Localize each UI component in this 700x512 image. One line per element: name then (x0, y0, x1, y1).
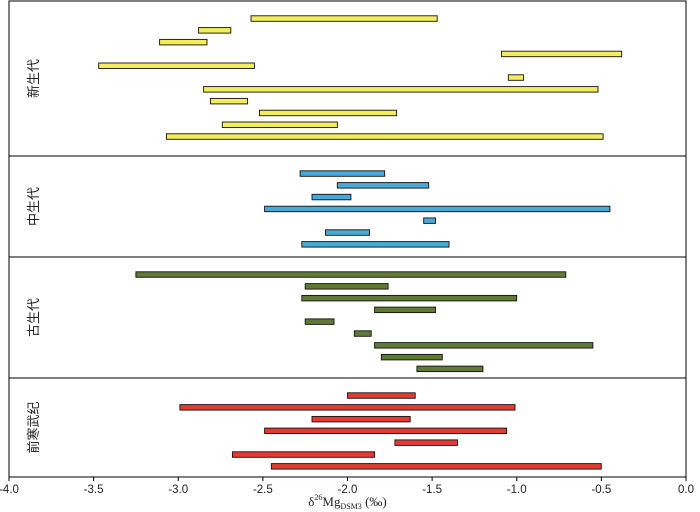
range-bar (325, 229, 370, 236)
era-label: 新生代 (26, 59, 42, 98)
x-tick-label: -4.0 (0, 484, 19, 496)
x-axis-title-delta: δ (308, 494, 314, 509)
range-bar (198, 27, 232, 34)
x-axis-title-main: Mg (322, 494, 341, 509)
x-axis-title-sup: 26 (314, 493, 322, 502)
range-bar (203, 86, 599, 93)
x-tick-label: -3.5 (84, 484, 104, 496)
range-bar (264, 427, 508, 435)
x-tick-label: -0.5 (591, 484, 611, 496)
era-label: 古生代 (27, 298, 42, 337)
x-tick-label: -1.0 (507, 484, 527, 496)
range-bar (221, 121, 338, 128)
range-bar (135, 271, 567, 278)
range-bar (165, 133, 604, 140)
range-bar (304, 318, 335, 325)
x-tick-label: -2.0 (338, 484, 358, 496)
range-bar (374, 342, 594, 349)
range-bar (159, 38, 208, 46)
range-bar (209, 97, 249, 105)
x-axis-title-unit: (‰) (362, 494, 387, 509)
bars-layer (98, 15, 623, 470)
range-bar (311, 193, 352, 201)
range-bar (394, 439, 458, 446)
range-bar (301, 241, 450, 248)
range-bar (416, 365, 484, 373)
x-axis-title-sub: DSM3 (340, 502, 361, 511)
range-bar (98, 62, 255, 69)
range-bar (353, 330, 372, 337)
x-tick-label: 0.0 (678, 484, 694, 496)
range-bar (380, 353, 443, 361)
x-tick-label: -3.0 (168, 484, 188, 496)
range-bar (264, 205, 611, 213)
range-bar (501, 50, 623, 58)
range-bar (304, 283, 389, 290)
range-bar (423, 217, 436, 224)
era-label: 中生代 (27, 187, 42, 226)
range-bar (301, 294, 518, 302)
x-tick-label: -2.5 (253, 484, 273, 496)
range-bar (507, 74, 524, 81)
range-bar (179, 404, 516, 411)
range-bar (374, 306, 436, 314)
range-bar (270, 463, 602, 470)
range-bar (311, 415, 411, 423)
range-bar (259, 109, 398, 117)
range-bar (347, 392, 416, 399)
range-bar (336, 182, 430, 189)
x-axis: -4.0 -3.5 -3.0 -2.5 -2.0 -1.5 -1.0 -0.5 0.0 (0, 477, 694, 496)
range-bar (250, 15, 438, 22)
x-axis-title: δ26MgDSM3 (‰) (308, 493, 386, 511)
x-tick-label: -1.5 (422, 484, 442, 496)
range-bar (231, 451, 376, 458)
range-bar (299, 170, 386, 177)
era-label: 前寒武纪 (26, 401, 42, 453)
